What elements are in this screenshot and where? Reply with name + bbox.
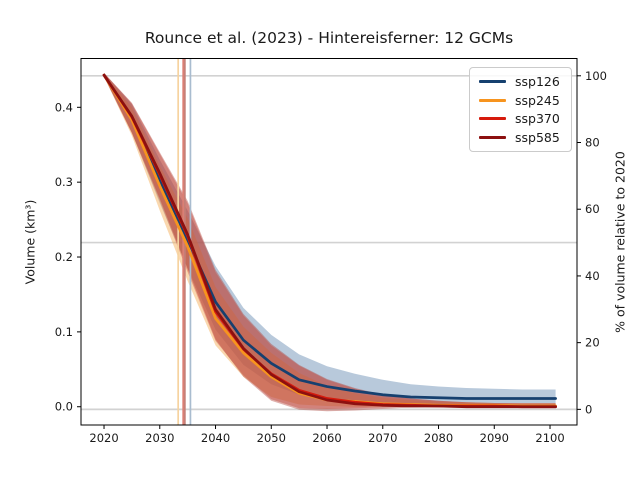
y2-tick-label-40: 40 — [585, 269, 600, 283]
x-tick-label-2030: 2030 — [145, 431, 174, 445]
y-tick-label-0.1: 0.1 — [55, 325, 73, 339]
legend-item-ssp370: ssp370 — [479, 111, 562, 126]
ssp370-legend-label: ssp370 — [515, 111, 560, 127]
x-tick-label-2060: 2060 — [312, 431, 341, 445]
y2-tick-label-80: 80 — [585, 136, 600, 150]
ssp585-legend-label: ssp585 — [515, 129, 560, 145]
x-tick-label-2100: 2100 — [535, 431, 564, 445]
legend-item-ssp585: ssp585 — [479, 130, 562, 145]
y-tick-label-0.3: 0.3 — [55, 175, 73, 189]
x-tick-label-2070: 2070 — [368, 431, 397, 445]
y2-tick-label-100: 100 — [585, 69, 607, 83]
ssp370-uncertainty-band — [104, 72, 556, 409]
legend-item-ssp126: ssp126 — [479, 74, 562, 89]
legend-item-ssp245: ssp245 — [479, 93, 562, 108]
ssp370-legend-swatch — [479, 117, 506, 121]
x-tick-label-2090: 2090 — [480, 431, 509, 445]
ssp126-legend-swatch — [479, 80, 506, 84]
y2-tick-label-0: 0 — [585, 402, 592, 416]
legend-box: ssp126 ssp245 ssp370 ssp585 — [469, 67, 572, 152]
ssp585-legend-swatch — [479, 135, 506, 139]
ssp245-uncertainty-band — [104, 72, 556, 407]
y-tick-label-0.0: 0.0 — [55, 400, 73, 414]
ssp126-legend-label: ssp126 — [515, 74, 560, 90]
x-tick-label-2050: 2050 — [257, 431, 286, 445]
ssp585-median-line — [102, 73, 557, 409]
y2-tick-label-20: 20 — [585, 336, 600, 350]
x-tick-label-2080: 2080 — [424, 431, 453, 445]
y-tick-label-0.4: 0.4 — [55, 100, 73, 114]
chart-title: Rounce et al. (2023) - Hintereisferner: … — [144, 29, 514, 47]
ssp126-median-line — [102, 73, 557, 400]
ssp245-legend-swatch — [479, 98, 506, 102]
x-tick-label-2020: 2020 — [89, 431, 118, 445]
ssp585-uncertainty-band — [104, 72, 556, 412]
y-tick-label-0.2: 0.2 — [55, 250, 73, 264]
ssp245-legend-label: ssp245 — [515, 92, 560, 108]
x-tick-label-2040: 2040 — [201, 431, 230, 445]
plot-border — [80, 58, 578, 426]
y2-tick-label-60: 60 — [585, 202, 600, 216]
